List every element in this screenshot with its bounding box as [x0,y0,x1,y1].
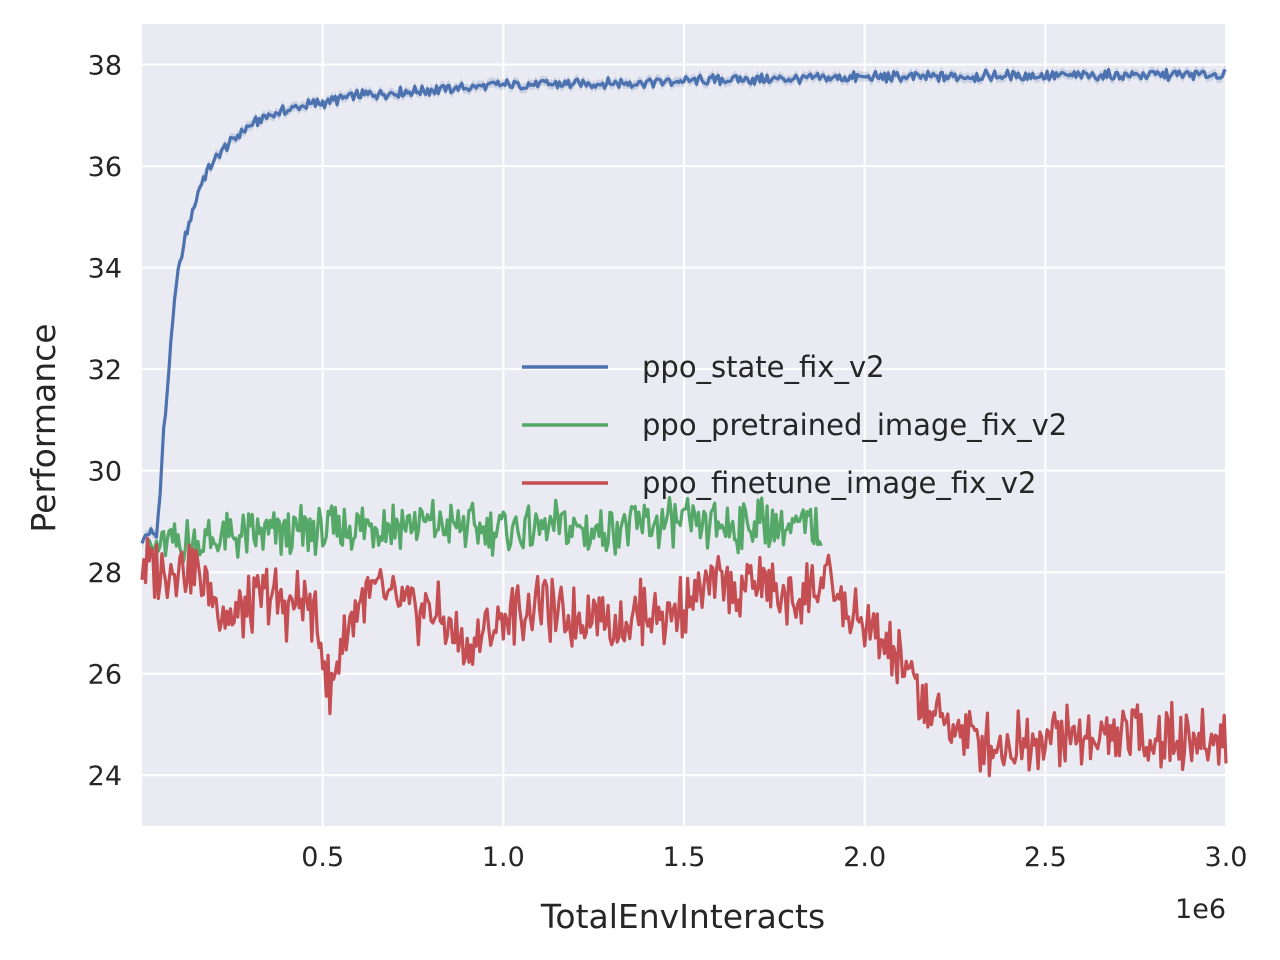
x-tick-label: 2.5 [1024,842,1067,873]
y-tick-label: 34 [88,254,122,285]
y-axis-label: Performance [24,323,63,532]
y-tick-label: 32 [88,355,122,386]
legend-label: ppo_pretrained_image_fix_v2 [642,408,1067,442]
y-tick-label: 26 [88,660,122,691]
x-tick-label: 0.5 [301,842,344,873]
series-layer [140,64,1228,778]
y-tick-label: 24 [88,761,122,792]
x-tick-label: 3.0 [1205,842,1248,873]
x-tick-label: 1.5 [663,842,706,873]
x-axis-label: TotalEnvInteracts [540,897,825,936]
y-tick-label: 28 [88,558,122,589]
grid-lines [142,24,1227,826]
y-tick-label: 38 [88,51,122,82]
y-tick-label: 30 [88,457,122,488]
y-tick-label: 36 [88,152,122,183]
x-tick-label: 2.0 [843,842,886,873]
series-line-ppo_pretrained_image_fix_v2 [141,496,823,576]
x-axis-offset-label: 1e6 [1175,894,1226,925]
legend: ppo_state_fix_v2 ppo_pretrained_image_fix… [522,350,1067,500]
y-axis-ticks: 24 26 28 30 32 34 36 38 [88,51,122,793]
series-line-ppo_state_fix_v2 [140,67,1227,544]
x-axis-ticks: 0.5 1.0 1.5 2.0 2.5 3.0 [301,842,1247,873]
legend-label: ppo_finetune_image_fix_v2 [642,466,1036,500]
x-tick-label: 1.0 [482,842,525,873]
series-line-ppo_finetune_image_fix_v2 [140,536,1228,778]
legend-label: ppo_state_fix_v2 [642,350,885,384]
